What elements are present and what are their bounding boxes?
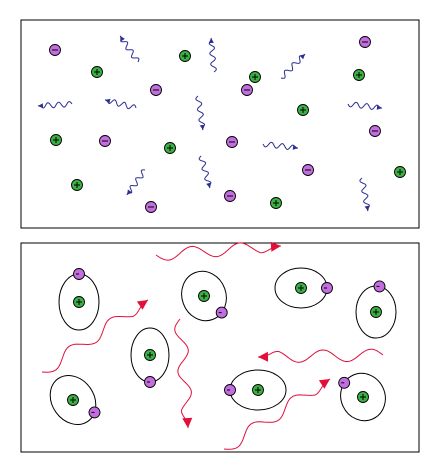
atom-1	[58, 268, 100, 331]
positive-ion-4	[353, 69, 365, 81]
nucleus	[252, 384, 264, 396]
bound-electron	[73, 268, 85, 280]
positive-ion-5	[297, 104, 309, 116]
plasma-panel	[20, 19, 420, 229]
bound-electron	[338, 376, 351, 389]
plasma-particles	[49, 36, 406, 213]
bound-electron	[224, 384, 236, 396]
photon-4	[37, 101, 73, 109]
photon-2	[208, 37, 217, 73]
atoms-photons	[41, 241, 384, 450]
positive-ion-7	[164, 142, 176, 154]
atom-7	[224, 369, 287, 411]
atom-6	[49, 375, 101, 425]
bound-electron	[373, 280, 386, 293]
positive-ion-6	[50, 134, 62, 146]
nucleus	[295, 282, 307, 294]
atom-2	[181, 270, 228, 322]
bound-electron	[215, 306, 228, 319]
electron-9	[224, 190, 236, 202]
electron-10	[145, 201, 157, 213]
photon-ray-4	[174, 318, 193, 429]
nucleus	[357, 391, 369, 403]
positive-ion-1	[179, 50, 191, 62]
electron-3	[150, 84, 162, 96]
atom-5	[130, 327, 170, 388]
positive-ion-3	[249, 71, 261, 83]
positive-ion-10	[270, 197, 282, 209]
electron-6	[226, 136, 238, 148]
photon-6	[195, 95, 206, 131]
photon-1	[119, 35, 140, 63]
bound-electron	[88, 406, 101, 419]
electron-7	[369, 125, 381, 137]
photon-ray-1	[155, 241, 282, 261]
nucleus	[370, 306, 382, 318]
nucleus	[144, 349, 156, 361]
electron-5	[99, 135, 111, 147]
photon-11	[359, 177, 370, 212]
nucleus	[198, 290, 210, 302]
plasma-panel-border	[20, 19, 420, 229]
atoms-group	[49, 267, 397, 425]
photon-7	[347, 101, 383, 110]
photon-5	[104, 98, 137, 110]
nucleus	[73, 296, 85, 308]
positive-ion-9	[394, 166, 406, 178]
electron-4	[241, 84, 253, 96]
atoms-panel	[20, 241, 420, 453]
atom-4	[355, 280, 397, 339]
photon-ray-3	[257, 348, 384, 363]
photon-9	[198, 155, 212, 189]
photon-8	[262, 141, 299, 150]
positive-ion-8	[71, 179, 83, 191]
photon-10	[126, 169, 146, 196]
photon-3	[280, 53, 306, 79]
atom-8	[338, 372, 386, 422]
electron-1	[49, 44, 61, 56]
photon-ray-5	[223, 378, 331, 450]
photon-ray-2	[41, 299, 149, 373]
electron-2	[359, 36, 371, 48]
nucleus	[67, 394, 79, 406]
bound-electron	[321, 282, 333, 294]
electron-8	[302, 164, 314, 176]
bound-electron	[144, 376, 156, 388]
atom-3	[274, 267, 333, 309]
plasma-photons	[37, 35, 383, 212]
positive-ion-2	[91, 66, 103, 78]
